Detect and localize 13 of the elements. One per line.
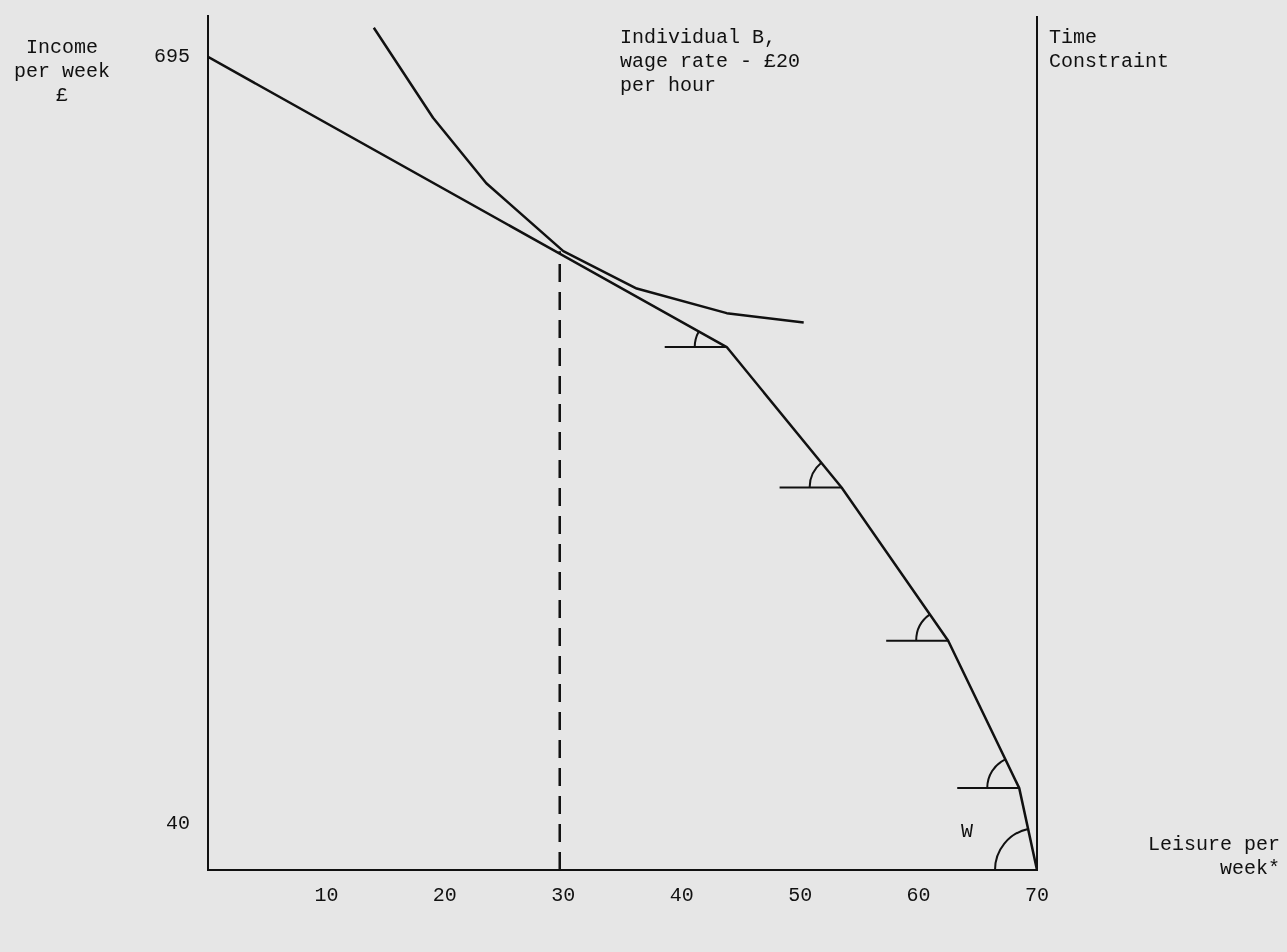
annotation: W <box>960 820 974 844</box>
y-tick-label: 695 <box>153 45 191 69</box>
x-tick-label: 60 <box>906 884 931 908</box>
y-axis-title: Income per week £ <box>13 36 111 108</box>
x-axis-title: Leisure per week* <box>1147 833 1280 881</box>
text: Individual B, wage rate - £20 per hour <box>620 26 801 98</box>
x-tick-label: 30 <box>551 884 576 908</box>
x-tick-label: 10 <box>314 884 339 908</box>
x-tick-label: 70 <box>1024 884 1050 908</box>
x-tick-label: 50 <box>788 884 813 908</box>
ref-line-label: Time Constraint <box>1049 26 1170 74</box>
x-tick-label: 20 <box>432 884 457 908</box>
x-tick-label: 40 <box>669 884 694 908</box>
